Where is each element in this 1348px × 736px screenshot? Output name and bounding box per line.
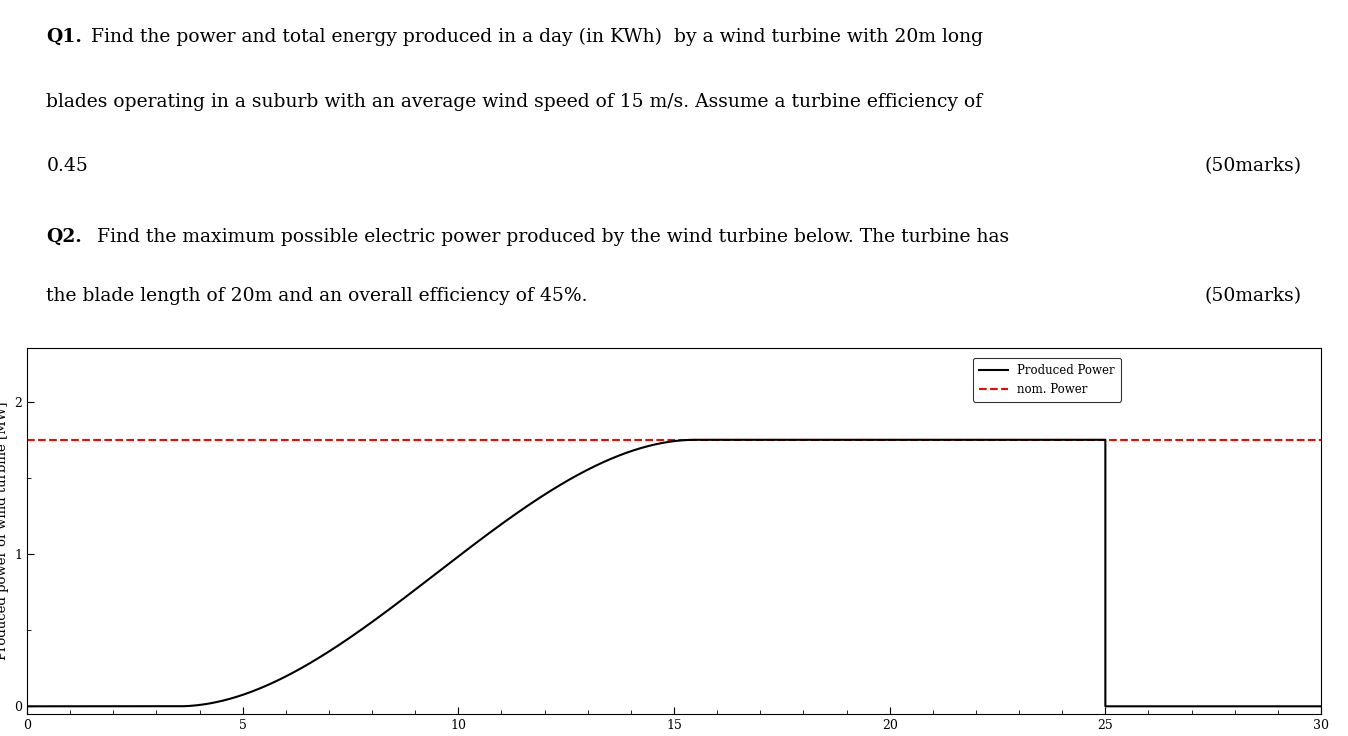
Produced Power — [129, 702, 146, 711]
Legend: Produced Power, nom. Power: Produced Power, nom. Power — [973, 358, 1122, 402]
Produced Power — [687, 436, 704, 445]
Text: Find the power and total energy produced in a day (in KWh)  by a wind turbine wi: Find the power and total energy produced… — [85, 28, 983, 46]
Produced Power — [724, 436, 740, 445]
nom. Power — [19, 436, 35, 445]
Produced Power — [26, 702, 42, 711]
Text: (50marks): (50marks) — [1205, 158, 1302, 175]
nom. Power — [62, 436, 78, 445]
Text: 0.45: 0.45 — [46, 158, 88, 175]
Text: Q1.: Q1. — [46, 28, 82, 46]
Y-axis label: Produced power of wind turbine [MW]: Produced power of wind turbine [MW] — [0, 402, 8, 660]
Text: Q2.: Q2. — [46, 228, 82, 247]
Text: blades operating in a suburb with an average wind speed of 15 m/s. Assume a turb: blades operating in a suburb with an ave… — [46, 93, 983, 110]
Text: (50marks): (50marks) — [1205, 287, 1302, 305]
Produced Power — [367, 616, 383, 625]
Text: the blade length of 20m and an overall efficiency of 45%.: the blade length of 20m and an overall e… — [46, 287, 588, 305]
Produced Power — [1313, 702, 1329, 711]
Line: Produced Power: Produced Power — [27, 440, 1321, 707]
Produced Power — [1138, 702, 1154, 711]
Produced Power — [702, 436, 718, 445]
Text: Find the maximum possible electric power produced by the wind turbine below. The: Find the maximum possible electric power… — [85, 228, 1010, 247]
Produced Power — [19, 702, 35, 711]
